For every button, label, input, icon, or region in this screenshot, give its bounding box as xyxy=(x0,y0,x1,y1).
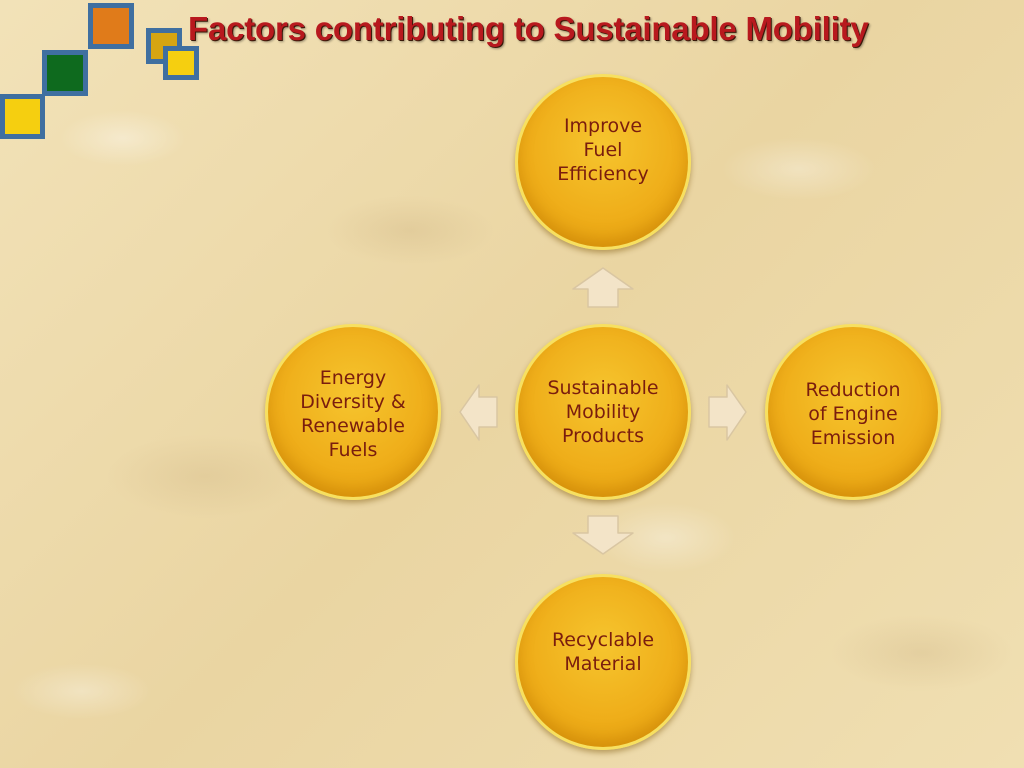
deco-square-green xyxy=(42,50,88,96)
deco-square-orange xyxy=(88,3,134,49)
node-improve-fuel-efficiency: Improve Fuel Efficiency xyxy=(515,74,691,250)
node-label: Recyclable Material xyxy=(551,629,655,675)
node-label: Sustainable Mobility Products xyxy=(547,377,659,447)
deco-square-yellow-small xyxy=(163,46,199,80)
slide-title: Factors contributing to Sustainable Mobi… xyxy=(188,10,869,47)
node-label: Energy Diversity & Renewable Fuels xyxy=(300,367,406,461)
arrow-right-icon xyxy=(708,384,747,441)
node-reduction-of-engine-emission: Reduction of Engine Emission xyxy=(765,324,941,500)
node-label: Reduction of Engine Emission xyxy=(805,379,901,449)
deco-square-yellow xyxy=(0,94,45,139)
arrow-up-icon xyxy=(572,267,634,308)
node-label: Improve Fuel Efficiency xyxy=(557,115,649,185)
arrow-down-icon xyxy=(572,515,634,555)
node-energy-diversity: Energy Diversity & Renewable Fuels xyxy=(265,324,441,500)
node-sustainable-mobility-products: Sustainable Mobility Products xyxy=(515,324,691,500)
arrow-left-icon xyxy=(459,384,498,441)
node-recyclable-material: Recyclable Material xyxy=(515,574,691,750)
